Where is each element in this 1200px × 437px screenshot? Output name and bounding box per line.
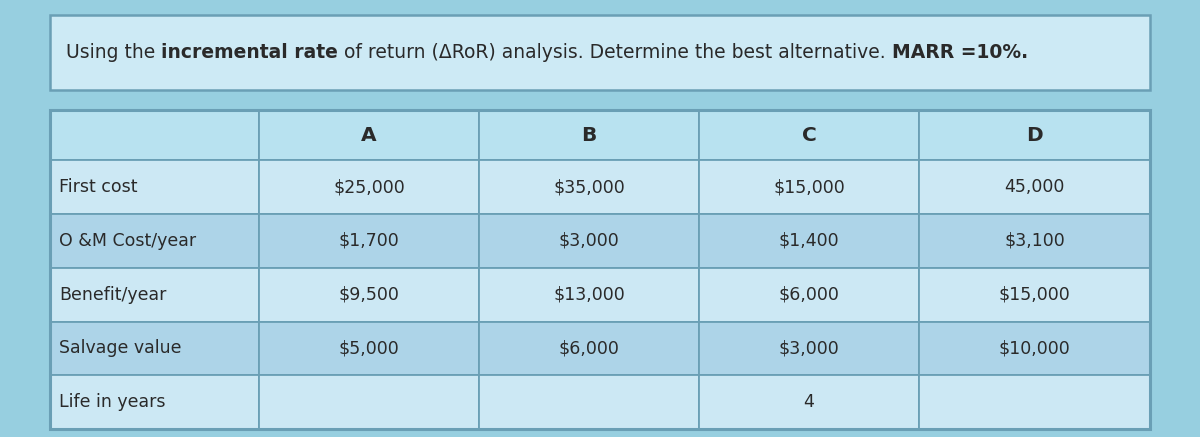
Text: Using the: Using the <box>66 43 161 62</box>
Text: $15,000: $15,000 <box>998 286 1070 304</box>
Text: 4: 4 <box>804 393 815 411</box>
Text: $9,500: $9,500 <box>338 286 400 304</box>
FancyBboxPatch shape <box>479 160 698 214</box>
Text: of return (ΔRoR) analysis. Determine the best alternative.: of return (ΔRoR) analysis. Determine the… <box>338 43 892 62</box>
FancyBboxPatch shape <box>698 110 919 160</box>
Text: MARR =10%.: MARR =10%. <box>892 43 1028 62</box>
FancyBboxPatch shape <box>479 375 698 429</box>
FancyBboxPatch shape <box>698 214 919 268</box>
FancyBboxPatch shape <box>919 160 1150 214</box>
Text: $3,000: $3,000 <box>779 340 839 357</box>
FancyBboxPatch shape <box>50 15 1150 90</box>
FancyBboxPatch shape <box>919 322 1150 375</box>
Text: C: C <box>802 126 816 145</box>
Text: Benefit/year: Benefit/year <box>59 286 167 304</box>
Text: $35,000: $35,000 <box>553 178 625 196</box>
Text: $3,000: $3,000 <box>559 232 619 250</box>
Text: $25,000: $25,000 <box>334 178 404 196</box>
FancyBboxPatch shape <box>698 322 919 375</box>
FancyBboxPatch shape <box>919 110 1150 160</box>
FancyBboxPatch shape <box>50 375 259 429</box>
Text: $3,100: $3,100 <box>1004 232 1064 250</box>
FancyBboxPatch shape <box>919 375 1150 429</box>
Text: $15,000: $15,000 <box>773 178 845 196</box>
FancyBboxPatch shape <box>259 322 479 375</box>
FancyBboxPatch shape <box>259 375 479 429</box>
FancyBboxPatch shape <box>479 110 698 160</box>
Text: 45,000: 45,000 <box>1004 178 1064 196</box>
FancyBboxPatch shape <box>698 375 919 429</box>
Text: D: D <box>1026 126 1043 145</box>
Text: A: A <box>361 126 377 145</box>
FancyBboxPatch shape <box>259 214 479 268</box>
FancyBboxPatch shape <box>50 214 259 268</box>
Text: $1,700: $1,700 <box>338 232 400 250</box>
FancyBboxPatch shape <box>919 214 1150 268</box>
Text: B: B <box>581 126 596 145</box>
Text: Life in years: Life in years <box>59 393 166 411</box>
FancyBboxPatch shape <box>919 268 1150 322</box>
Text: $10,000: $10,000 <box>998 340 1070 357</box>
FancyBboxPatch shape <box>50 268 259 322</box>
FancyBboxPatch shape <box>259 160 479 214</box>
FancyBboxPatch shape <box>479 214 698 268</box>
FancyBboxPatch shape <box>259 110 479 160</box>
Text: $5,000: $5,000 <box>338 340 400 357</box>
FancyBboxPatch shape <box>259 268 479 322</box>
FancyBboxPatch shape <box>698 160 919 214</box>
FancyBboxPatch shape <box>50 322 259 375</box>
Text: O &M Cost/year: O &M Cost/year <box>59 232 196 250</box>
Text: $6,000: $6,000 <box>779 286 840 304</box>
FancyBboxPatch shape <box>698 268 919 322</box>
Text: $13,000: $13,000 <box>553 286 625 304</box>
FancyBboxPatch shape <box>50 110 259 160</box>
Text: incremental rate: incremental rate <box>161 43 338 62</box>
Text: First cost: First cost <box>59 178 138 196</box>
FancyBboxPatch shape <box>479 268 698 322</box>
Text: $1,400: $1,400 <box>779 232 839 250</box>
FancyBboxPatch shape <box>479 322 698 375</box>
Text: Salvage value: Salvage value <box>59 340 181 357</box>
Text: $6,000: $6,000 <box>558 340 619 357</box>
FancyBboxPatch shape <box>50 160 259 214</box>
